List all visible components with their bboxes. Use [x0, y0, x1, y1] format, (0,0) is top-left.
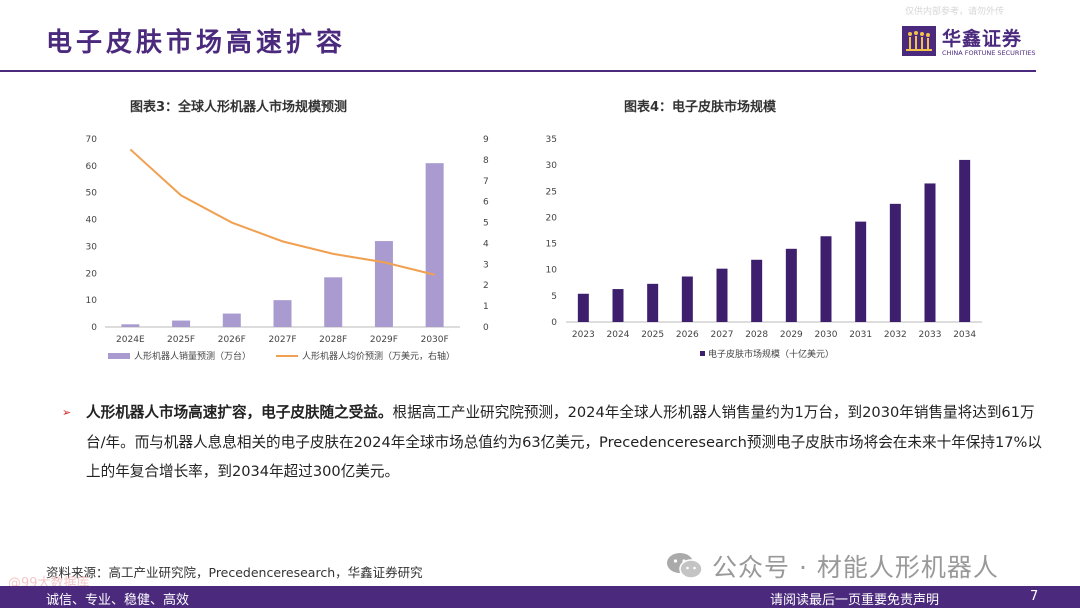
y2-tick-label: 1: [483, 302, 489, 312]
bar: [716, 268, 728, 322]
bar: [855, 221, 867, 322]
y-tick-label: 70: [86, 135, 98, 145]
brand-name-cn: 华鑫证券: [942, 28, 1023, 50]
x-tick-label: 2025F: [167, 335, 195, 345]
brand-name-en: CHINA FORTUNE SECURITIES: [942, 49, 1036, 57]
x-tick-label: 2028F: [319, 335, 347, 345]
y-tick-label: 20: [86, 269, 98, 279]
y2-tick-label: 3: [483, 260, 489, 270]
bar: [820, 236, 832, 322]
x-tick-label: 2031: [849, 330, 872, 340]
watermark-text: 仅供内部参考，请勿外传: [905, 7, 1005, 17]
y-tick-label: 20: [546, 213, 558, 223]
y-tick-label: 25: [546, 187, 557, 197]
y2-tick-label: 6: [483, 198, 489, 208]
footer-bar: 诚信、专业、稳健、高效 请阅读最后一页重要免责声明 7: [0, 586, 1080, 608]
y-tick-label: 35: [546, 135, 557, 145]
x-tick-label: 2029: [780, 330, 803, 340]
title-divider: [0, 70, 1036, 72]
legend-bar-swatch: [700, 351, 705, 356]
legend-bar-label: 电子皮肤市场规模（十亿美元）: [708, 348, 834, 360]
chart4-title: 图表4：电子皮肤市场规模: [624, 100, 777, 115]
bar: [324, 277, 343, 327]
bar: [222, 313, 241, 327]
bar: [785, 248, 797, 322]
x-tick-label: 2026: [676, 330, 699, 340]
bar: [172, 320, 191, 327]
chart3-title: 图表3：全球人形机器人市场规模预测: [130, 100, 348, 115]
bar: [577, 293, 589, 322]
y2-tick-label: 4: [483, 239, 489, 249]
y-tick-label: 0: [551, 318, 557, 328]
y-tick-label: 10: [86, 296, 98, 306]
x-tick-label: 2026F: [218, 335, 246, 345]
y-tick-label: 15: [546, 240, 557, 250]
page-title: 电子皮肤市场高速扩容: [46, 28, 347, 58]
x-tick-label: 2030F: [421, 335, 449, 345]
bar: [751, 259, 763, 322]
x-tick-label: 2033: [919, 330, 942, 340]
x-tick-label: 2024E: [116, 335, 145, 345]
y-tick-label: 30: [546, 161, 558, 171]
x-tick-label: 2023: [572, 330, 595, 340]
y2-tick-label: 5: [483, 219, 489, 229]
y2-tick-label: 7: [483, 177, 489, 187]
x-tick-label: 2025: [641, 330, 664, 340]
x-tick-label: 2032: [884, 330, 907, 340]
bar: [924, 183, 936, 322]
y-tick-label: 60: [86, 162, 98, 172]
wechat-watermark: 公众号 · 材能人形机器人: [666, 546, 999, 586]
y-tick-label: 40: [86, 216, 98, 226]
source-note: 资料来源：高工产业研究院，Precedenceresearch，华鑫证券研究: [46, 565, 423, 580]
bullet-paragraph: ➢ 人形机器人市场高速扩容，电子皮肤随之受益。根据高工产业研究院预测，2024年…: [62, 398, 1052, 487]
x-tick-label: 2027: [711, 330, 734, 340]
bar: [959, 159, 971, 322]
x-tick-label: 2030: [815, 330, 838, 340]
bar: [425, 163, 444, 327]
x-tick-label: 2029F: [370, 335, 398, 345]
y2-tick-label: 8: [483, 156, 489, 166]
bar: [681, 276, 693, 322]
bar: [273, 300, 292, 327]
bullet-body: 根据高工产业研究院预测，2024年全球人形机器人销售量约为1万台，到2030年销…: [86, 404, 1042, 480]
x-tick-label: 2034: [953, 330, 976, 340]
brand-mark-icon: [902, 26, 936, 56]
bullet-text: 人形机器人市场高速扩容，电子皮肤随之受益。根据高工产业研究院预测，2024年全球…: [62, 398, 1052, 487]
y-tick-label: 0: [91, 323, 97, 333]
bullet-lead: 人形机器人市场高速扩容，电子皮肤随之受益。: [86, 404, 393, 421]
legend-bar-swatch: [108, 353, 130, 359]
bar: [374, 241, 393, 327]
x-tick-label: 2027F: [268, 335, 296, 345]
x-tick-label: 2028: [745, 330, 768, 340]
wechat-account-text: 公众号 · 材能人形机器人: [712, 553, 999, 582]
y2-tick-label: 9: [483, 135, 489, 145]
y-tick-label: 30: [86, 242, 98, 252]
brand-logo: 华鑫证券 CHINA FORTUNE SECURITIES: [902, 24, 1038, 60]
bar: [889, 203, 901, 322]
chart3-robot-market: 0 10 20 30 40 50 60 70 0 1 2 3 4 5 6 7 8 9 2024E 2025F 2026F…: [86, 135, 489, 362]
footer-disclaimer-link[interactable]: 请阅读最后一页重要免责声明: [770, 593, 940, 608]
legend-line-label: 人形机器人均价预测（万美元，右轴）: [302, 350, 455, 362]
y-tick-label: 5: [551, 292, 557, 302]
y-tick-label: 10: [546, 266, 558, 276]
bar: [612, 289, 624, 322]
bar: [647, 283, 659, 322]
y-tick-label: 50: [86, 189, 98, 199]
y2-tick-label: 2: [483, 281, 489, 291]
bar: [121, 324, 140, 327]
page-number: 7: [1030, 589, 1039, 604]
wechat-icon: [667, 553, 703, 579]
y2-tick-label: 0: [483, 323, 489, 333]
footer-slogan: 诚信、专业、稳健、高效: [46, 593, 190, 608]
bullet-arrow-icon: ➢: [62, 406, 72, 419]
x-tick-label: 2024: [607, 330, 630, 340]
legend-bar-label: 人形机器人销量预测（万台）: [134, 350, 251, 362]
